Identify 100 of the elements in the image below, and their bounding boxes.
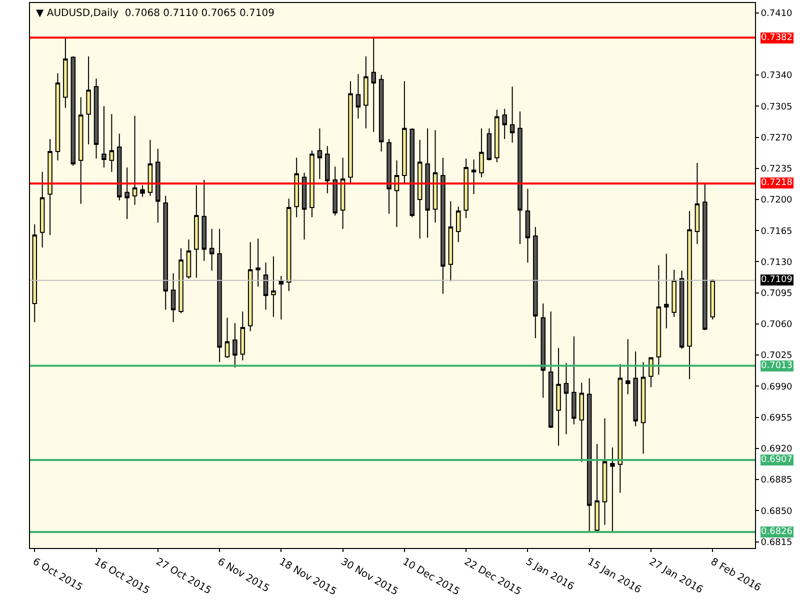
candlestick (63, 38, 68, 108)
candlestick (402, 80, 407, 185)
candlestick (148, 139, 153, 196)
candlestick (586, 378, 592, 532)
candlestick (224, 317, 230, 358)
candlestick (209, 228, 214, 272)
y-tick-label: 0.7305 (760, 102, 792, 112)
candlestick (194, 184, 199, 278)
candlestick (510, 86, 515, 144)
candlestick (86, 56, 91, 145)
candlestick (618, 363, 623, 494)
candlestick (702, 182, 708, 331)
candlestick (263, 262, 268, 310)
candlestick (240, 311, 246, 361)
candlestick (286, 198, 292, 292)
ref-line-label: 0.7382 (761, 33, 792, 43)
candlestick (518, 110, 522, 244)
candlestick (494, 109, 500, 163)
candlestick (178, 248, 184, 314)
ref-line-label: 0.6826 (761, 527, 793, 537)
candlestick (687, 210, 692, 380)
candlestick (579, 382, 584, 462)
candlestick (40, 171, 45, 248)
candlestick (78, 96, 84, 204)
x-tick-label: 16 Oct 2015 (92, 556, 152, 597)
candlestick (525, 188, 530, 264)
candlestick (648, 357, 654, 388)
y-tick-label: 0.7130 (760, 258, 793, 268)
candlestick (679, 270, 684, 350)
candlestick (70, 56, 76, 166)
candlestick (540, 303, 546, 398)
ref-line-label: 0.7109 (761, 275, 793, 285)
y-tick-label: 0.7025 (760, 351, 792, 362)
candlestick (102, 106, 106, 168)
candlestick (448, 200, 454, 282)
candlestick (625, 338, 630, 395)
y-tick-label: 0.6885 (760, 476, 792, 486)
candlestick (594, 443, 600, 532)
ref-line-label: 0.6907 (761, 455, 792, 465)
candlestick (602, 418, 608, 526)
y-tick-label: 0.6920 (760, 444, 793, 455)
candlestick (32, 224, 38, 323)
candlestick (548, 311, 554, 428)
y-tick-label: 0.6990 (760, 382, 793, 392)
y-tick-label: 0.7165 (760, 226, 792, 237)
candlestick (356, 74, 361, 120)
candlestick (410, 128, 415, 218)
candlestick (332, 166, 338, 216)
candlestick (386, 138, 392, 214)
candlestick (640, 362, 646, 454)
candlestick (163, 195, 168, 310)
candlestick (417, 139, 422, 240)
candlestick (186, 238, 192, 280)
y-tick-label: 0.7270 (760, 133, 793, 144)
candlestick (109, 114, 114, 172)
candlestick (656, 264, 662, 376)
candlestick (48, 138, 52, 236)
candlestick (124, 166, 130, 220)
candlestick (486, 128, 492, 161)
candlestick (564, 362, 569, 435)
candlestick (132, 115, 138, 206)
candlestick (256, 238, 260, 288)
candlestick (394, 160, 400, 228)
candlestick (633, 351, 638, 427)
candlestick (310, 150, 314, 218)
candlestick (170, 272, 176, 323)
candlestick (440, 157, 446, 294)
candlestick (325, 146, 330, 194)
candlestick (202, 179, 207, 262)
y-tick-label: 0.7340 (760, 71, 793, 82)
ref-line-label: 0.7013 (761, 361, 792, 371)
y-tick-label: 0.7200 (760, 196, 793, 206)
y-tick-label: 0.6850 (760, 506, 793, 517)
candlestick (378, 74, 384, 152)
candlestick (456, 206, 461, 243)
candlestick (317, 128, 322, 180)
candlestick (471, 158, 476, 195)
candlestick (340, 157, 346, 230)
candlestick (116, 133, 122, 201)
y-tick-label: 0.6815 (760, 538, 792, 548)
candlestick (664, 253, 669, 329)
candlestick (248, 242, 253, 332)
candlestick (432, 130, 438, 224)
candlestick (425, 128, 430, 238)
candlestick (556, 347, 561, 446)
candlestick (502, 108, 507, 140)
candlestick (271, 256, 276, 318)
candlestick (572, 336, 576, 425)
candlestick (294, 157, 299, 218)
candlestick (232, 322, 238, 368)
candlestick (94, 78, 99, 160)
candlestick (533, 226, 538, 339)
candlestick (55, 72, 60, 161)
candlestick (610, 447, 615, 532)
candlestick (672, 269, 676, 318)
candlestick (694, 162, 700, 244)
candlestick (348, 80, 353, 184)
candlestick (302, 172, 307, 240)
y-tick-label: 0.7410 (760, 8, 793, 19)
y-tick-label: 0.6955 (760, 413, 792, 424)
